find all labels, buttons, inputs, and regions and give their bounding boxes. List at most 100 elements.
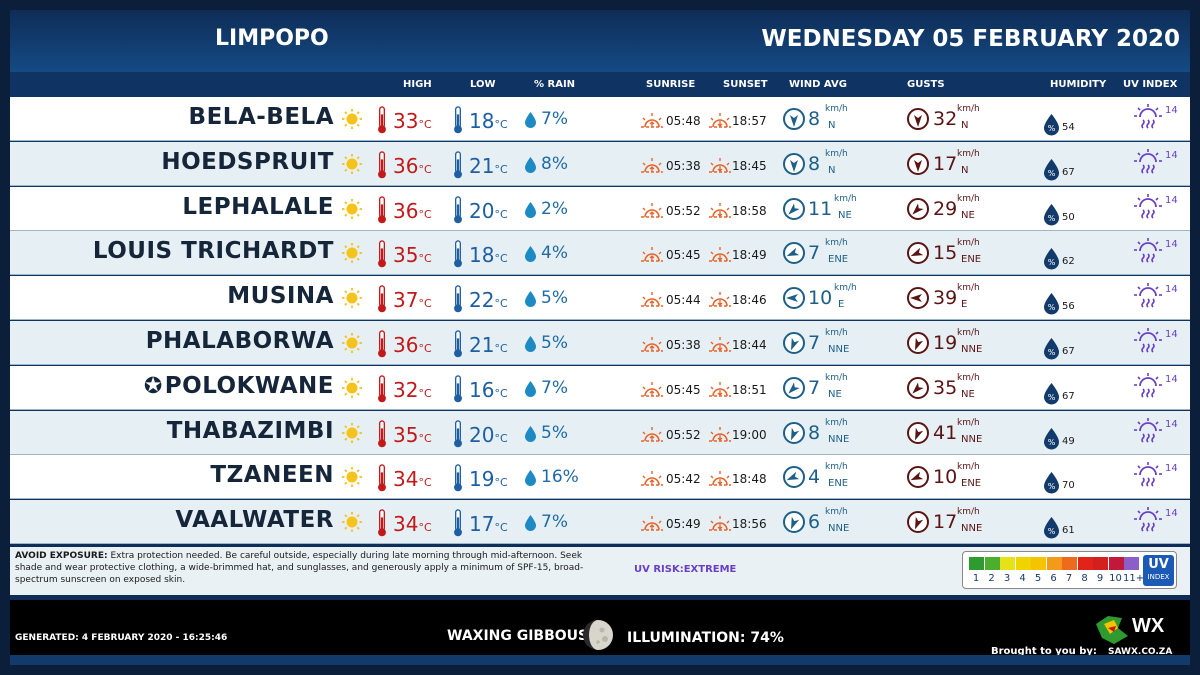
logo-url: SAWX.CO.ZA (1108, 647, 1173, 657)
humidity-value: 67 (1062, 166, 1075, 178)
sunny-icon (342, 467, 362, 488)
sunset-time: 18:44 (732, 338, 767, 352)
wind-direction-icon (783, 242, 805, 265)
thermometer-high-icon (378, 375, 386, 403)
city-label: LOUIS TRICHARDT (92, 238, 334, 265)
col-uv: UV INDEX (1123, 79, 1178, 90)
sunrise-icon (641, 426, 663, 442)
rain-chance: 16% (541, 467, 579, 488)
thermometer-high-icon (378, 240, 386, 268)
uv-index-value: 14 (1165, 329, 1178, 340)
city-name: TZANEEN (210, 462, 334, 488)
capital-star-icon: ✪ (143, 373, 163, 399)
raindrop-icon (525, 246, 536, 263)
wind-unit: km/h (825, 462, 848, 473)
rain-chance: 2% (541, 198, 568, 219)
low-temp-value: 18 (469, 243, 495, 268)
low-temp: 17°C (469, 512, 508, 536)
city-label: THABAZIMBI (166, 417, 334, 444)
raindrop-icon (525, 425, 536, 442)
uv-index-value: 14 (1165, 508, 1178, 520)
low-temp: 21°C (469, 154, 508, 178)
sunset-time: 18:49 (732, 248, 767, 263)
thermometer-low-icon (454, 151, 462, 179)
sunny-icon (342, 153, 362, 174)
forecast-date: WEDNESDAY 05 FEBRUARY 2020 (761, 26, 1180, 52)
wind-direction: N (828, 164, 836, 176)
sunny-icon (342, 512, 362, 533)
low-temp-value: 16 (469, 377, 495, 402)
wind-direction: NNE (828, 523, 850, 535)
gust-speed: 39 (933, 287, 958, 310)
high-temp-value: 34 (393, 512, 419, 537)
uv-scale-swatch (1093, 557, 1108, 570)
region-title: LIMPOPO (215, 26, 329, 51)
low-temp-value: 20 (469, 422, 495, 447)
uv-index-value: 14 (1165, 284, 1178, 296)
col-rain: % RAIN (534, 79, 576, 90)
sunrise-time: 05:38 (666, 338, 701, 352)
rain-chance: 7% (541, 109, 568, 129)
uv-scale-swatch (1015, 557, 1031, 570)
sunny-icon (342, 422, 362, 443)
gust-speed: 29 (933, 197, 958, 220)
uv-scale-swatch (1077, 557, 1093, 570)
gust-unit: km/h (957, 417, 980, 428)
sunset-time: 18:57 (732, 114, 767, 128)
wind-speed: 7 (808, 332, 821, 354)
uv-scale-number: 1 (972, 573, 980, 584)
gust-direction-icon (907, 332, 929, 354)
col-humidity: HUMIDITY (1050, 79, 1107, 90)
forecast-row: PHALABORWA 36°C 21°C 5% 05:38 18:44 7 km/h NNE 19… (10, 321, 1190, 365)
sunrise-icon (641, 292, 663, 307)
sunrise-time: 05:45 (666, 248, 701, 263)
wind-direction: N (828, 120, 836, 131)
low-temp: 20°C (469, 199, 508, 223)
rain-chance: 7% (541, 377, 568, 398)
wind-unit: km/h (834, 283, 857, 294)
humidity-icon: % (1044, 472, 1059, 494)
forecast-row: ✪POLOKWANE 32°C 16°C 7% 05:45 18:51 7 km/h NE 35 k… (10, 365, 1190, 410)
uv-scale-number: 5 (1034, 573, 1042, 584)
sunset-time: 18:46 (732, 293, 767, 308)
gust-speed: 10 (933, 466, 958, 489)
city-name: HOEDSPRUIT (161, 149, 334, 175)
thermometer-high-icon (378, 419, 386, 447)
sunset-time: 18:45 (732, 158, 767, 173)
logo-mark: WX (1132, 615, 1165, 637)
uv-index-icon (1134, 417, 1162, 443)
gust-speed: 32 (933, 108, 958, 130)
temp-unit: °C (418, 476, 432, 490)
generated-timestamp: GENERATED: 4 FEBRUARY 2020 - 16:25:46 (15, 633, 228, 643)
sunrise-time: 05:52 (666, 203, 701, 218)
temp-unit: °C (494, 431, 508, 445)
sunrise-time: 05:45 (666, 382, 701, 397)
uv-index-icon (1134, 283, 1162, 308)
uv-index-icon (1134, 238, 1162, 263)
svg-text:%: % (1048, 393, 1056, 402)
raindrop-icon (525, 336, 536, 352)
temp-unit: °C (418, 431, 432, 445)
sunset-icon (709, 337, 731, 352)
sunrise-time: 05:52 (666, 427, 701, 442)
humidity-value: 67 (1062, 346, 1075, 357)
gust-direction-icon (907, 242, 929, 265)
high-temp-value: 34 (393, 467, 419, 492)
high-temp-value: 37 (393, 288, 419, 313)
low-temp-value: 18 (469, 109, 495, 133)
sunrise-time: 05:44 (666, 293, 701, 308)
gust-unit: km/h (957, 104, 980, 114)
forecast-panel: LIMPOPO WEDNESDAY 05 FEBRUARY 2020 HIGH … (10, 10, 1190, 665)
city-name: THABAZIMBI (167, 418, 334, 444)
city-name: PHALABORWA (146, 328, 334, 354)
forecast-row: LOUIS TRICHARDT 35°C 18°C 4% 05:45 18:49 7 km/h… (10, 231, 1190, 276)
uv-scale-swatch (969, 557, 984, 570)
low-temp: 21°C (469, 333, 508, 357)
thermometer-high-icon (378, 330, 386, 358)
raindrop-icon (525, 201, 536, 218)
uv-index-value: 14 (1165, 105, 1178, 116)
uv-scale-number: 6 (1050, 573, 1057, 584)
thermometer-low-icon (454, 285, 462, 313)
high-temp-value: 36 (393, 153, 419, 178)
low-temp-value: 21 (469, 153, 495, 178)
